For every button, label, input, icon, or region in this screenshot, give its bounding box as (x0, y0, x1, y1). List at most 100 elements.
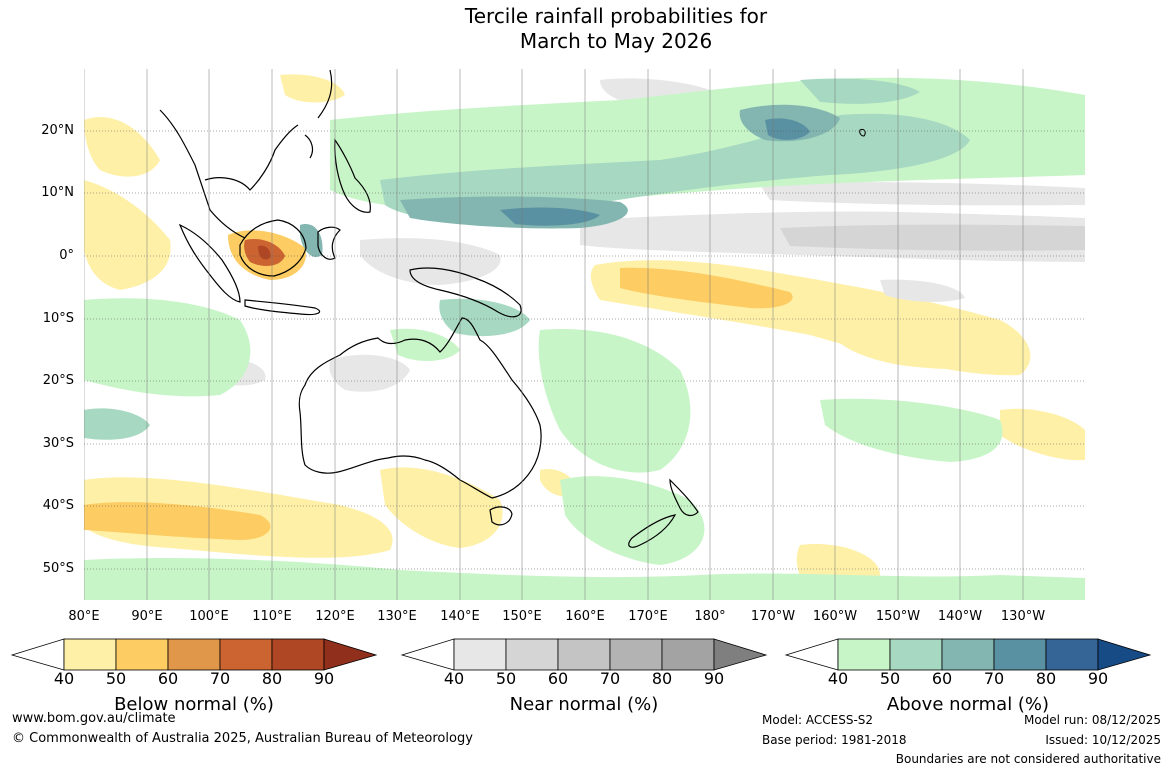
tasmania (489, 506, 513, 526)
lon-label-170e: 170°E (628, 609, 668, 624)
boundaries-disclaimer: Boundaries are not considered authoritat… (895, 752, 1161, 766)
above-region-east-pacific (820, 398, 1003, 462)
below-region-se-pacific (830, 330, 1010, 370)
legend-below-swatch-5 (271, 638, 325, 671)
legend-near-upper-triangle (713, 638, 768, 671)
legend-near-lower-triangle (400, 638, 455, 671)
model-run-date: Model run: 08/12/2025 (1023, 713, 1161, 727)
legend-above-tick-90: 90 (1087, 669, 1109, 688)
legend-near-swatch-3 (557, 638, 611, 671)
near-region-indonesia (360, 238, 501, 285)
legend-above-upper-triangle (1097, 638, 1152, 671)
lon-label-170w: 170°W (750, 609, 796, 624)
legend-above-tick-80: 80 (1035, 669, 1057, 688)
taiwan-japan-coast (304, 69, 333, 159)
lat-label-20s: 20°S (42, 373, 74, 388)
copyright-text: © Commonwealth of Australia 2025, Austra… (12, 731, 473, 746)
lon-label-180: 180° (694, 609, 726, 624)
new-guinea (409, 267, 522, 318)
lon-label-140e: 140°E (440, 609, 480, 624)
legend-below-tick-40: 40 (53, 669, 75, 688)
below-region-tasman (380, 467, 503, 548)
above-region-north-australia (390, 328, 460, 362)
above-region-indian-ocean-south (84, 408, 150, 440)
legend-below-tick-70: 70 (209, 669, 231, 688)
below-region-south-atlantic-spots (1000, 408, 1085, 461)
lat-label-equator: 0° (59, 248, 74, 263)
legend-above-swatch-1 (837, 638, 891, 671)
legend-below-swatch-1 (63, 638, 117, 671)
issued-date: Issued: 10/12/2025 (1045, 733, 1161, 747)
near-region-equatorial-band-mid (780, 224, 1085, 251)
legend-below-colorbar (10, 638, 378, 671)
lon-label-160w: 160°W (812, 609, 858, 624)
legend-near-swatch-1 (453, 638, 507, 671)
legend-below-title: Below normal (%) (114, 694, 274, 715)
above-region-tasman-sea (560, 476, 705, 565)
new-zealand-north (669, 478, 699, 517)
lat-label-20n: 20°N (41, 123, 74, 138)
sulawesi (317, 226, 341, 260)
borneo (239, 219, 307, 277)
below-region-equatorial-pacific-inner (620, 267, 793, 309)
above-region-northwest-pacific (800, 78, 920, 104)
legend-below-swatch-4 (219, 638, 273, 671)
legend-near-swatch-4 (609, 638, 663, 671)
above-region-north-pacific-2 (380, 113, 970, 220)
mainland-southeast-asia (159, 109, 299, 239)
lon-label-150e: 150°E (502, 609, 542, 624)
below-region-north-pacific (280, 74, 345, 103)
legend-near-tick-50: 50 (495, 669, 517, 688)
above-region-sw-pacific (538, 329, 691, 473)
new-zealand-south (628, 514, 677, 548)
legend-near-tick-90: 90 (703, 669, 725, 688)
near-region-north-band (760, 182, 1085, 206)
lat-label-40s: 40°S (42, 498, 74, 513)
lat-label-10s: 10°S (42, 311, 74, 326)
meridians (84, 69, 1024, 600)
lon-label-130e: 130°E (377, 609, 417, 624)
lon-label-130w: 130°W (1000, 609, 1046, 624)
legend-above-tick-70: 70 (983, 669, 1005, 688)
model-name: Model: ACCESS-S2 (762, 713, 874, 727)
legend-below-swatch-3 (167, 638, 221, 671)
above-region-hawaii-core (765, 118, 810, 140)
legend-below-swatch-2 (115, 638, 169, 671)
legend-below-tick-90: 90 (313, 669, 335, 688)
lat-label-10n: 10°N (41, 185, 74, 200)
lon-label-140w: 140°W (937, 609, 983, 624)
legend-above-tick-50: 50 (879, 669, 901, 688)
lon-label-90e: 90°E (131, 609, 163, 624)
lon-label-80e: 80°E (68, 609, 100, 624)
java (244, 299, 321, 316)
website-link[interactable]: www.bom.gov.au/climate (12, 711, 176, 726)
base-period: Base period: 1981-2018 (762, 733, 907, 747)
legend-near-tick-60: 60 (547, 669, 569, 688)
legend-above-title: Above normal (%) (886, 694, 1050, 715)
sumatra (178, 223, 241, 303)
lon-label-100e: 100°E (189, 609, 229, 624)
philippines (334, 138, 371, 213)
above-region-new-guinea (439, 298, 530, 337)
legend-below-lower-triangle (10, 638, 65, 671)
lon-label-160e: 160°E (565, 609, 605, 624)
below-region-southern-west-inner (84, 502, 271, 540)
legend-near-colorbar (400, 638, 768, 671)
near-region-south-pacific (880, 279, 965, 302)
legend-near-tick-80: 80 (651, 669, 673, 688)
below-normal-regions (84, 74, 1085, 591)
legend-below-upper-triangle (323, 638, 378, 671)
legend-below-tick-60: 60 (157, 669, 179, 688)
below-region-west-indian (84, 180, 171, 290)
near-normal-regions (210, 78, 1085, 392)
near-region-australia (329, 354, 410, 392)
legend-above-colorbar (784, 638, 1152, 671)
lon-label-110e: 110°E (252, 609, 292, 624)
below-region-bay-of-bengal (84, 116, 160, 177)
chart-title: Tercile rainfall probabilities for March… (0, 4, 1173, 54)
lon-label-120e: 120°E (315, 609, 355, 624)
legend-near-swatch-2 (505, 638, 559, 671)
gridlines (84, 130, 1085, 570)
legend-near-title: Near normal (%) (509, 694, 659, 715)
